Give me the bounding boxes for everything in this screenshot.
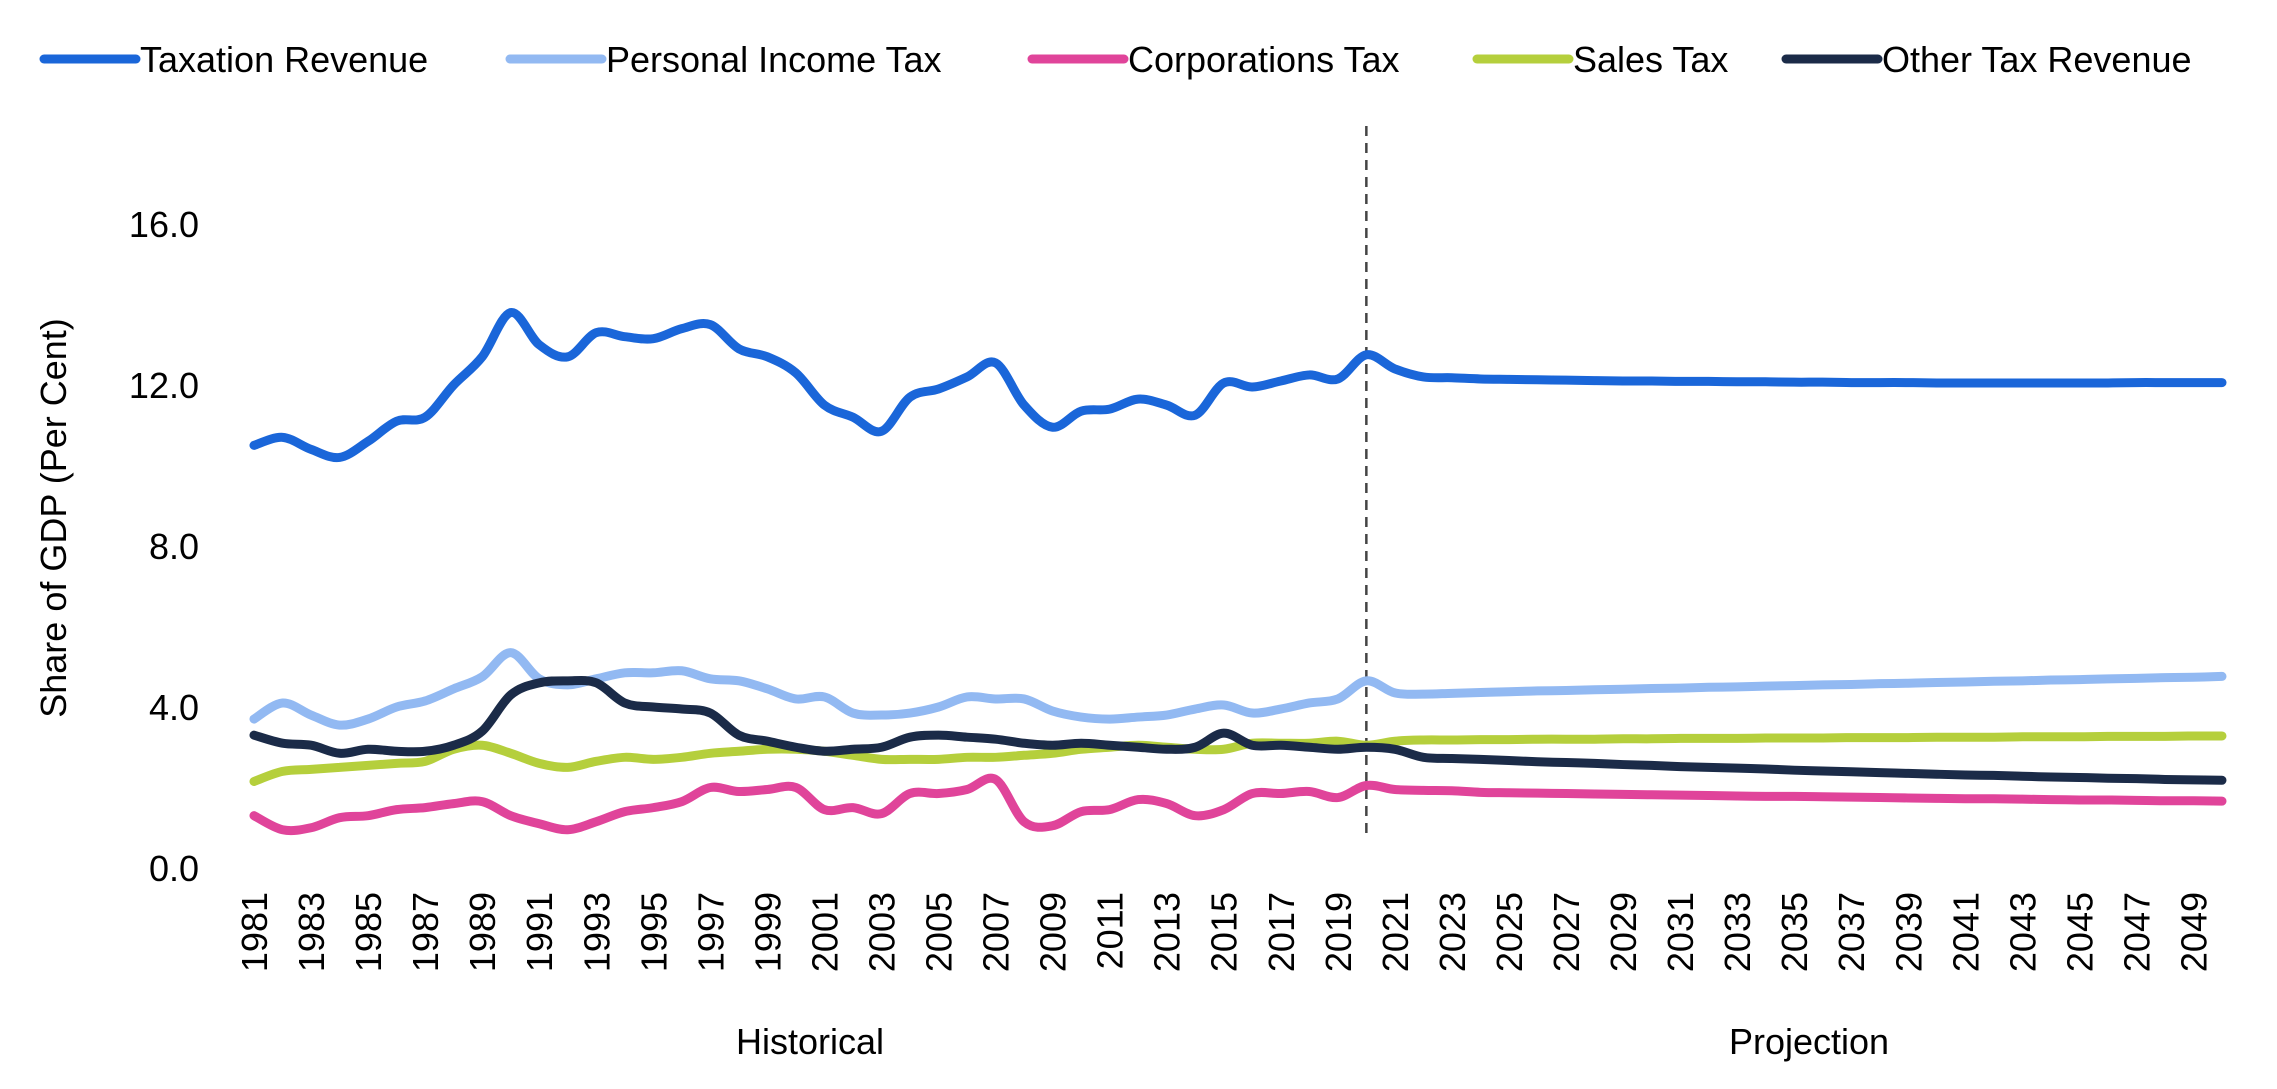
x-tick-label: 2011 <box>1090 892 1131 969</box>
section-label-projection: Projection <box>1729 1021 1889 1062</box>
series-line-personal-income-tax <box>249 648 2227 730</box>
legend-item-corporations-tax: Corporations Tax <box>1027 39 1399 80</box>
legend: Taxation Revenue Personal Income Tax Corpo… <box>39 39 2192 80</box>
x-tick-label: 1993 <box>576 892 617 972</box>
x-tick-label: 2031 <box>1660 892 1701 972</box>
y-tick-label: 4.0 <box>149 687 199 728</box>
x-tick-label: 2019 <box>1318 892 1359 972</box>
x-tick-label: 2007 <box>976 892 1017 972</box>
series-line-taxation-revenue <box>249 308 2227 463</box>
x-tick-label: 2003 <box>861 892 902 972</box>
y-tick-label: 12.0 <box>129 365 199 406</box>
x-tick-label: 1999 <box>747 892 788 972</box>
x-tick-label: 2005 <box>919 892 960 972</box>
x-tick-label: 2025 <box>1489 892 1530 972</box>
x-tick-label: 2015 <box>1204 892 1245 972</box>
x-tick-label: 2043 <box>2002 892 2043 972</box>
y-tick-label: 8.0 <box>149 526 199 567</box>
x-tick-label: 2037 <box>1831 892 1872 972</box>
legend-item-sales-tax: Sales Tax <box>1472 39 1728 80</box>
x-tick-label: 2021 <box>1375 892 1416 972</box>
x-tick-label: 2047 <box>2116 892 2157 972</box>
legend-item-taxation-revenue: Taxation Revenue <box>39 39 428 80</box>
legend-label: Taxation Revenue <box>140 39 428 80</box>
x-tick-label: 2045 <box>2059 892 2100 972</box>
series-lines <box>249 308 2227 836</box>
x-tick-label: 2027 <box>1546 892 1587 972</box>
x-tick-label: 1985 <box>348 892 389 972</box>
series-line-other-tax-revenue <box>249 675 2227 785</box>
x-tick-label: 1989 <box>462 892 503 972</box>
y-tick-label: 16.0 <box>129 204 199 245</box>
x-tick-label: 2017 <box>1261 892 1302 972</box>
legend-item-other-tax-revenue: Other Tax Revenue <box>1781 39 2192 80</box>
x-tick-label: 1981 <box>234 892 275 972</box>
y-axis-title: Share of GDP (Per Cent) <box>33 318 74 718</box>
x-tick-label: 2035 <box>1774 892 1815 972</box>
section-label-historical: Historical <box>736 1021 884 1062</box>
x-tick-label: 1983 <box>291 892 332 972</box>
x-tick-label: 2009 <box>1033 892 1074 972</box>
x-tick-label: 2049 <box>2173 892 2214 972</box>
x-tick-label: 2039 <box>1888 892 1929 972</box>
x-tick-label: 2029 <box>1603 892 1644 972</box>
series-line-sales-tax <box>249 731 2227 786</box>
y-tick-label: 0.0 <box>149 848 199 889</box>
x-tick-label: 2033 <box>1717 892 1758 972</box>
x-tick-label: 1991 <box>519 892 560 972</box>
legend-label: Sales Tax <box>1573 39 1728 80</box>
x-tick-label: 2023 <box>1432 892 1473 972</box>
x-tick-label: 1995 <box>633 892 674 972</box>
legend-label: Other Tax Revenue <box>1882 39 2192 80</box>
legend-label: Personal Income Tax <box>606 39 942 80</box>
legend-label: Corporations Tax <box>1128 39 1399 80</box>
x-tick-label: 2001 <box>804 892 845 972</box>
legend-item-personal-income-tax: Personal Income Tax <box>505 39 942 80</box>
x-axis: 1981 1983 1985 1987 1989 1991 1993 1995 1997 1999… <box>234 892 2214 972</box>
x-tick-label: 2041 <box>1945 892 1986 972</box>
x-tick-label: 2013 <box>1147 892 1188 972</box>
series-line-corporations-tax <box>249 773 2227 836</box>
y-axis: 0.0 4.0 8.0 12.0 16.0 <box>129 204 199 889</box>
x-tick-label: 1997 <box>690 892 731 972</box>
x-tick-label: 1987 <box>405 892 446 972</box>
